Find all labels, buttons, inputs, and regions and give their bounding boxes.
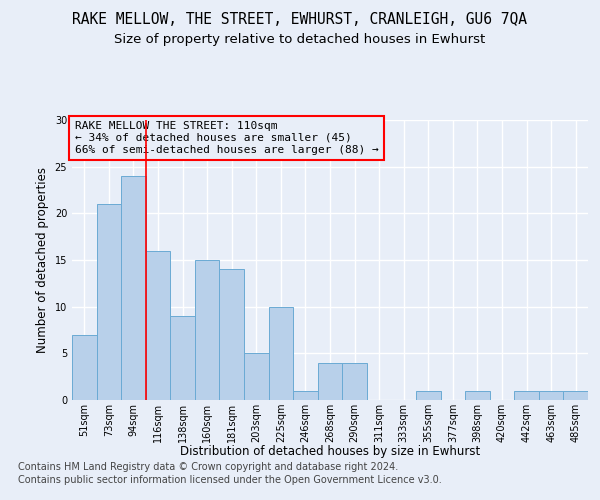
X-axis label: Distribution of detached houses by size in Ewhurst: Distribution of detached houses by size …	[180, 445, 480, 458]
Bar	[72, 334, 97, 400]
Bar	[539, 390, 563, 400]
Bar	[342, 362, 367, 400]
Text: Contains public sector information licensed under the Open Government Licence v3: Contains public sector information licen…	[18, 475, 442, 485]
Bar	[416, 390, 440, 400]
Bar	[293, 390, 318, 400]
Y-axis label: Number of detached properties: Number of detached properties	[36, 167, 49, 353]
Bar	[269, 306, 293, 400]
Text: RAKE MELLOW THE STREET: 110sqm
← 34% of detached houses are smaller (45)
66% of : RAKE MELLOW THE STREET: 110sqm ← 34% of …	[74, 122, 379, 154]
Bar	[220, 270, 244, 400]
Bar	[170, 316, 195, 400]
Bar	[97, 204, 121, 400]
Bar	[244, 354, 269, 400]
Bar	[465, 390, 490, 400]
Text: RAKE MELLOW, THE STREET, EWHURST, CRANLEIGH, GU6 7QA: RAKE MELLOW, THE STREET, EWHURST, CRANLE…	[73, 12, 527, 28]
Bar	[146, 250, 170, 400]
Bar	[195, 260, 220, 400]
Bar	[318, 362, 342, 400]
Bar	[514, 390, 539, 400]
Text: Contains HM Land Registry data © Crown copyright and database right 2024.: Contains HM Land Registry data © Crown c…	[18, 462, 398, 472]
Bar	[121, 176, 146, 400]
Bar	[563, 390, 588, 400]
Text: Size of property relative to detached houses in Ewhurst: Size of property relative to detached ho…	[115, 32, 485, 46]
